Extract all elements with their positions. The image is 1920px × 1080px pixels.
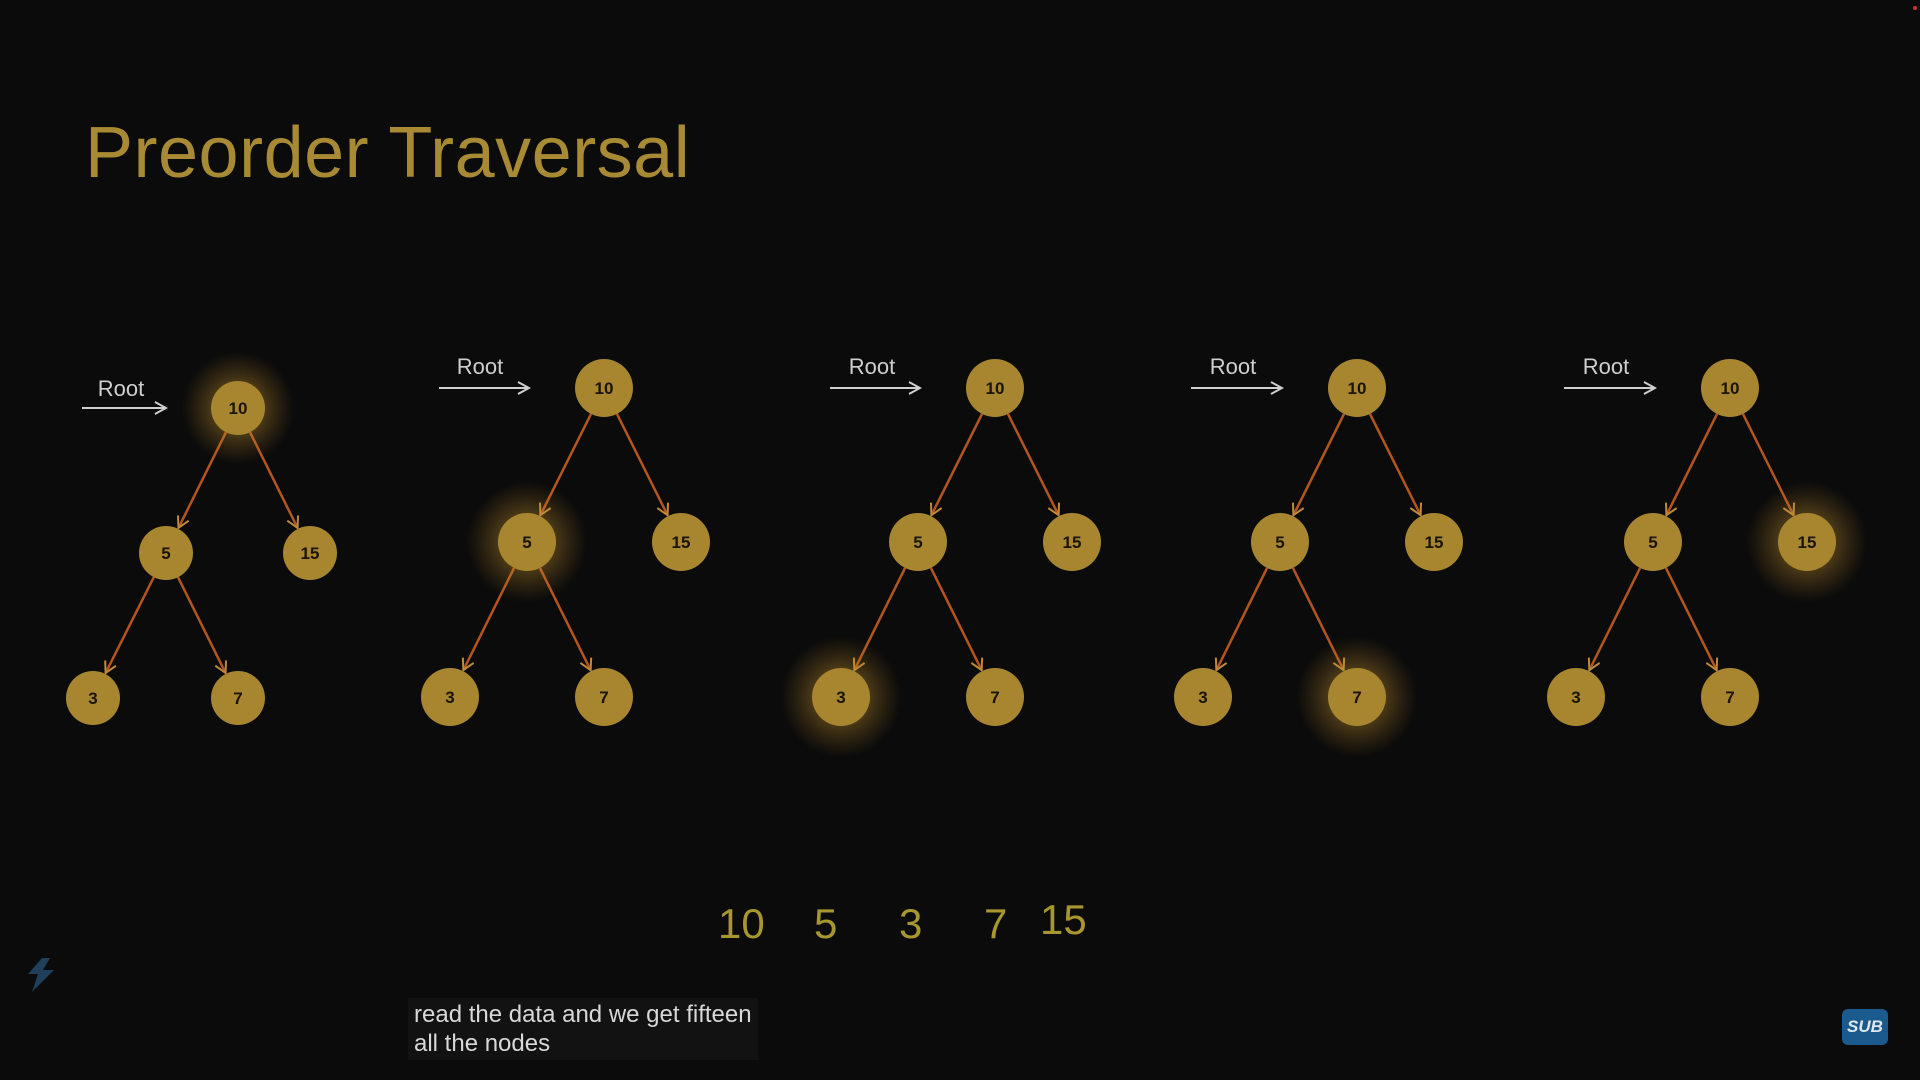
tree-node [966,668,1024,726]
caption-line-1: read the data and we get fifteen [414,1001,752,1028]
tree-node [1328,359,1386,417]
tree-node [139,526,193,580]
node-value: 3 [1198,688,1207,707]
node-value: 5 [1648,533,1657,552]
tree-node [211,671,265,725]
node-value: 15 [301,544,320,563]
tree-node [283,526,337,580]
node-value: 10 [1721,379,1740,398]
tree-node [1547,668,1605,726]
node-value: 10 [986,379,1005,398]
tree-edge [615,413,668,515]
tree-snapshot-4: Root 10 5 15 3 7 [1174,354,1463,758]
tree-edge [1293,413,1346,515]
root-label: Root [98,376,144,401]
tree-node [575,359,633,417]
tree-snapshot-2: Root 10 5 15 3 7 [421,354,710,726]
tree-node [1701,359,1759,417]
node-value: 15 [672,533,691,552]
page-title: Preorder Traversal [85,113,691,193]
subscribe-badge[interactable]: SUB [1842,1009,1888,1045]
output-value-5: 15 [1040,896,1087,943]
tree-node [1701,668,1759,726]
root-label: Root [1210,354,1256,379]
tree-node [575,668,633,726]
root-label: Root [849,354,895,379]
node-value: 7 [1352,688,1361,707]
tree-node [211,381,265,435]
node-value: 10 [229,399,248,418]
tree-edge [1666,413,1719,515]
node-value: 7 [599,688,608,707]
node-value: 7 [1725,688,1734,707]
node-value: 5 [1275,533,1284,552]
tree-node [1251,513,1309,571]
node-value: 3 [836,688,845,707]
node-value: 10 [1348,379,1367,398]
node-value: 7 [990,688,999,707]
caption-line-2: all the nodes [414,1030,551,1057]
output-value-1: 10 [718,900,765,947]
node-value: 5 [522,533,531,552]
tree-snapshot-3: Root 10 5 15 3 7 [780,354,1101,758]
tree-edge [106,576,155,673]
output-value-4: 7 [984,900,1008,947]
tree-node [812,668,870,726]
tree-node [1043,513,1101,571]
tree-node [889,513,947,571]
tree-node [1778,513,1836,571]
tree-edge [931,413,984,515]
output-value-3: 3 [899,900,923,947]
node-value: 5 [161,544,170,563]
tree-node [66,671,120,725]
tree-edge [1664,567,1717,670]
tree-edge [1589,567,1642,670]
node-value: 5 [913,533,922,552]
tree-snapshot-1: Root 10 5 15 3 7 [66,351,337,725]
root-label: Root [1583,354,1629,379]
tree-node [421,668,479,726]
node-value: 15 [1425,533,1444,552]
tree-edge [1216,567,1269,670]
subtitle-caption: read the data and we get fifteen all the… [408,998,758,1060]
tree-edge [1006,413,1059,515]
node-value: 15 [1063,533,1082,552]
tree-node [1624,513,1682,571]
root-label: Root [457,354,503,379]
tree-edge [176,576,226,673]
node-value: 3 [445,688,454,707]
tree-snapshot-5: Root 10 5 15 3 7 [1547,354,1868,726]
tree-node [498,513,556,571]
node-value: 15 [1798,533,1817,552]
node-value: 7 [233,689,242,708]
tree-node [652,513,710,571]
tree-node [1174,668,1232,726]
tree-edge [1368,413,1421,515]
channel-logo-icon [24,956,58,999]
node-value: 3 [88,689,97,708]
tree-node [966,359,1024,417]
node-value: 3 [1571,688,1580,707]
output-value-2: 5 [814,900,838,947]
recording-dot-icon [1913,6,1917,10]
tree-node [1328,668,1386,726]
tree-node [1405,513,1463,571]
tree-edge [929,567,982,670]
node-value: 10 [595,379,614,398]
